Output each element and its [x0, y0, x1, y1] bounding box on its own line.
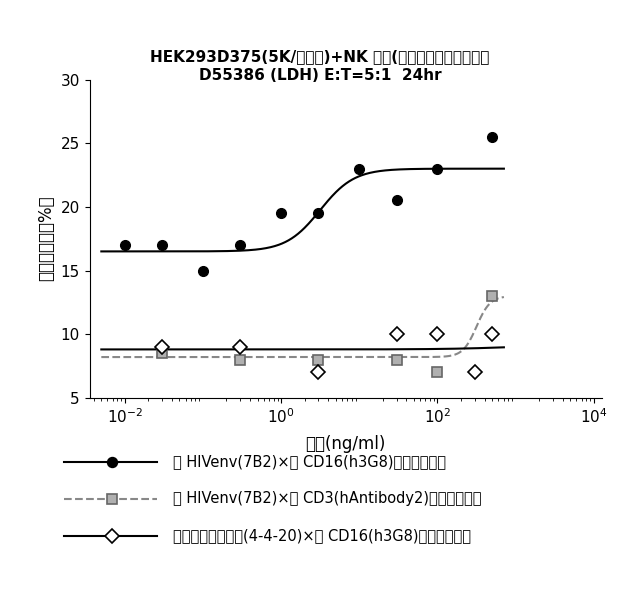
Text: 抗フルオレセイン(4-4-20)×抗 CD16(h3G8)ダイアボディ: 抗フルオレセイン(4-4-20)×抗 CD16(h3G8)ダイアボディ — [173, 528, 471, 543]
X-axis label: 濃度(ng/ml): 濃度(ng/ml) — [305, 435, 386, 452]
Y-axis label: 細胞傷害性（%）: 細胞傷害性（%） — [37, 196, 55, 282]
Text: 抗 HIVenv(7B2)×抗 CD3(hAntibody2)ダイアボディ: 抗 HIVenv(7B2)×抗 CD3(hAntibody2)ダイアボディ — [173, 491, 481, 506]
Text: HEK293D375(5K/ウェル)+NK 細胞(陰性選択により精製）: HEK293D375(5K/ウェル)+NK 細胞(陰性選択により精製） — [150, 49, 490, 64]
Text: D55386 (LDH) E:T=5:1  24hr: D55386 (LDH) E:T=5:1 24hr — [198, 67, 442, 83]
Text: 抗 HIVenv(7B2)×抗 CD16(h3G8)ダイアボディ: 抗 HIVenv(7B2)×抗 CD16(h3G8)ダイアボディ — [173, 455, 446, 469]
